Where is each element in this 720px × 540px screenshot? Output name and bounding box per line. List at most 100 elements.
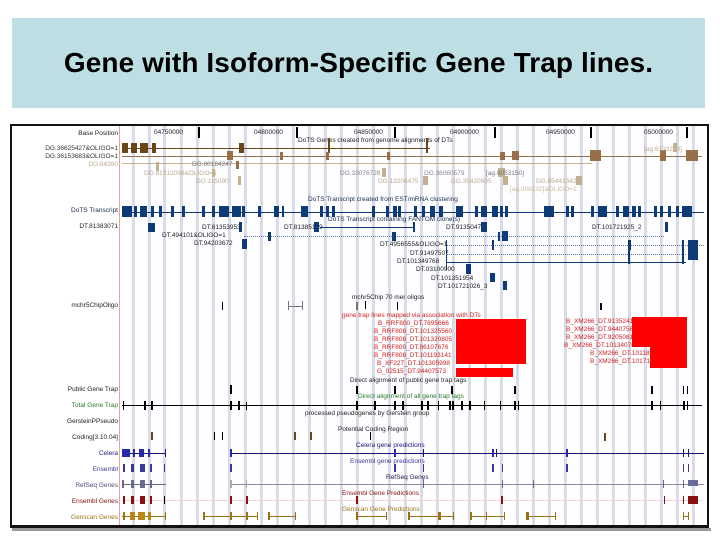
genome-browser-image: Base Position DG.36625427&OLIGO=1 DG.361… [10,124,709,528]
dt-81353953-label: DT.81353953 [202,224,241,231]
dg2-exon[interactable] [227,151,233,160]
dg-oligo2-label: [ag.008132]&OLIGO=1 [510,186,577,193]
dg1-exon[interactable] [140,143,148,153]
track-label-genscan[interactable]: Genscan Genes [71,514,118,521]
dots-transcript-header: DoTS Transcript created from EST/mRNA cl… [308,196,458,203]
dg1-exon[interactable] [152,143,156,153]
dt-03100900-exon[interactable] [466,264,471,274]
dt-101721026-label: DT.101721026_3 [438,283,488,290]
dg-top-right-label: [ag.6133210] [644,146,682,153]
ruler-tick-label: 04750000 [154,129,183,136]
track-area: 04750000 04800000 04850000 04900000 0495… [120,126,707,525]
dg2-exon[interactable] [387,152,390,160]
dg1-exon[interactable] [122,143,128,153]
dg2-exon[interactable] [512,151,519,160]
track-label-dg3[interactable]: DG.84390 [88,161,118,168]
dg2-exon[interactable] [590,150,601,161]
trap-block-right[interactable] [632,317,687,347]
ruler-tick-label: 04850000 [354,129,383,136]
dg-35420605-label: DG.35420605 [451,178,492,185]
trap-label: G_02515_DT.94407573 [377,368,447,375]
dg1-exon[interactable] [328,138,330,153]
coding-region[interactable] [151,432,153,440]
track-label-ensembl[interactable]: Ensembl [92,466,118,473]
dg3-exon[interactable] [156,162,159,171]
dt-101351954-exon[interactable] [490,273,495,282]
dt-101721925-label: DT.101721925_2 [592,224,642,231]
trap-label: B_XM266_DT.101183687 [590,350,664,357]
ruler-tick-label: 04900000 [450,129,479,136]
public-trap-tag[interactable] [230,385,232,394]
dg-36060579-exon[interactable] [498,168,505,177]
trap-block-g02515[interactable] [456,368,513,377]
dg-13206475-exon[interactable] [423,176,428,185]
potential-coding-header: Potential Coding Region [338,426,409,433]
total-trap-line [122,405,702,406]
dt-94203672-exon[interactable] [242,239,247,249]
dg1-exon[interactable] [131,143,137,153]
track-label-gerstein[interactable]: GersteinPPseudo [67,418,118,425]
dg-84247-exon[interactable] [236,161,239,169]
ensembl-genes-header: Ensembl Gene Predictions [342,490,419,497]
dt-81385109-exon[interactable] [314,222,319,232]
track-label-celera[interactable]: Celera [98,450,118,457]
dg-35420605-exon[interactable] [503,176,508,185]
dg-65441342-exon[interactable] [576,176,582,185]
dg-top-right-exon[interactable] [673,143,677,152]
dots-exon[interactable] [122,206,132,217]
trap-label: B_RRF808_DT.101325560 [374,328,453,335]
dt-91350477-exon[interactable] [481,222,487,232]
dg2-exon[interactable] [326,152,329,160]
trap-label: B_XM266_DT.92050817 [566,334,637,341]
track-label-coding[interactable]: Coding[3.10.04] [72,434,118,441]
dg-65441342-label: DG.65441342 [536,178,577,185]
dots-genes-header: DoTS Genes created from genome alignment… [298,137,453,144]
direct-all-header: Direct alignment of all gene trap tags [358,393,464,400]
dg1-exon[interactable] [426,138,428,153]
trap-block-left[interactable] [456,319,526,364]
dt-101349768-label: DT.101349768 [397,258,440,265]
dg-oligo-label: DG.81312098&OLIGO=1 [144,170,217,177]
genscan-header: Genscan Gene Predictions [342,506,420,513]
label-divider [119,126,120,525]
track-label-public-gene-trap[interactable]: Public Gene Trap [67,386,118,393]
trap-label: B_XM266_DT.94407567 [566,326,637,333]
ensembl-exon[interactable] [123,464,125,472]
track-label-dt1[interactable]: DT.81383071 [79,223,118,230]
frame-shadow [12,528,711,531]
dg2-exon[interactable] [280,152,283,160]
dots-fantom-header: DoTS Transcript containing FANTOM clone(… [328,216,461,223]
track-label-dg1[interactable]: DG.36625427&OLIGO=1 [45,145,118,152]
dt-81353953-exon[interactable] [239,222,242,232]
track-label-dots-transcript[interactable]: DoTS Transcript [71,207,118,214]
dg2-exon[interactable] [686,150,698,161]
dots-transcript-line [122,212,704,213]
trap-label: B_RRF800_DT.96107676 [374,344,449,351]
ensembl-gene-exon[interactable] [123,496,125,504]
refseq-exon[interactable] [122,480,124,488]
dt-91350477-label: DT.91350477 [446,224,485,231]
track-label-ensembl-genes[interactable]: Ensembl Genes [71,498,118,505]
mchr5-oligo[interactable] [222,302,223,310]
celera-header: Celera gene predictions [356,442,425,449]
dt-81385109-label: DT.81385109 [284,224,323,231]
track-label-refseq[interactable]: RefSeq Genes [75,482,118,489]
dt-4956555-label: DT.4956555&OLIGO=1 [380,241,448,248]
ruler-tick-label: 04950000 [546,129,575,136]
dg-115090-exon[interactable] [238,176,241,185]
dg-oligo-exon[interactable] [212,169,215,177]
track-label-mchr5[interactable]: mchr5ChipOligo [71,302,118,309]
track-label-dg2[interactable]: DG.36153683&OLIGO=1 [45,153,118,160]
dt-101721026-exon[interactable] [503,281,507,290]
dg-36060579-label: DG.36060579 [424,170,465,177]
trap-label: B_RRF800_DT.7895666 [378,320,449,327]
track-label-total-gene-trap[interactable]: Total Gene Trap [71,402,118,409]
dg2-exon[interactable] [660,150,666,161]
dt-81383071-exon[interactable] [148,223,155,232]
dg-33076728-exon[interactable] [382,168,386,177]
dt-101721925-exon[interactable] [665,222,668,232]
genscan-exon[interactable] [123,512,125,520]
trap-label: B_RRF808_DT.101320805 [374,336,453,343]
dg2-exon[interactable] [500,152,505,160]
ensembl-header: Ensembl gene predictions [350,458,425,465]
